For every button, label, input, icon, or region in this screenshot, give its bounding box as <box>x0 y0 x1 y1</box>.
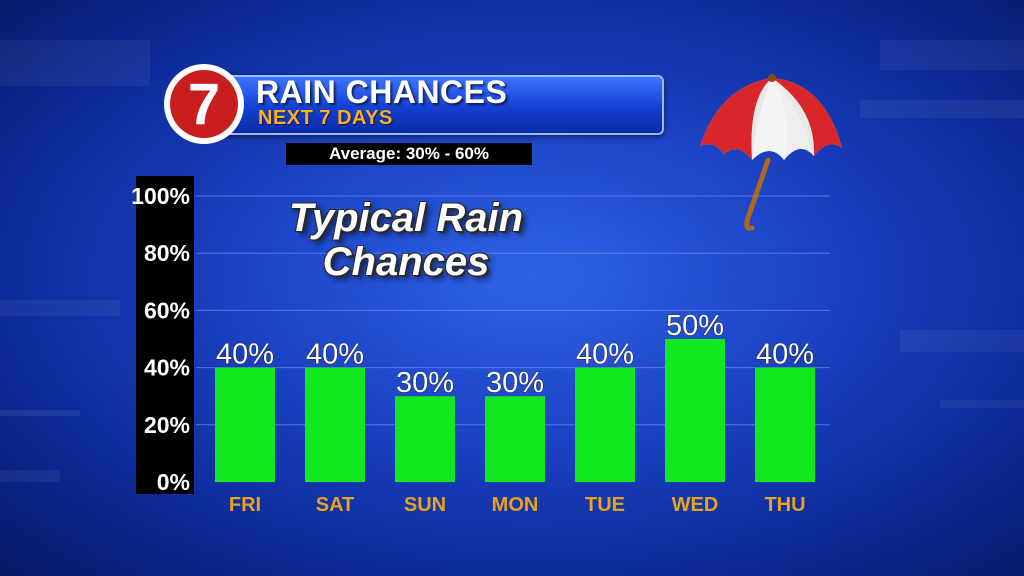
overlay-text: Typical Rain Chances <box>236 196 576 284</box>
logo-text: 7 <box>188 72 220 137</box>
bar <box>575 367 635 482</box>
bar <box>305 367 365 482</box>
y-tick-label: 40% <box>144 355 190 381</box>
bar <box>665 339 725 482</box>
bar-value-label: 40% <box>756 339 814 371</box>
station-logo-icon: 7 <box>164 64 244 144</box>
x-tick-label: MON <box>492 494 539 516</box>
x-tick-label: SAT <box>316 494 355 516</box>
x-tick-label: TUE <box>585 494 625 516</box>
header-banner <box>212 75 664 135</box>
x-axis-labels: FRI SAT SUN MON TUE WED THU <box>229 494 806 516</box>
x-tick-label: SUN <box>404 494 446 516</box>
bar <box>215 367 275 482</box>
bar-value-label: 40% <box>306 339 364 371</box>
bar-value-label: 30% <box>396 367 454 399</box>
bar-value-label: 50% <box>666 310 724 342</box>
bar <box>755 367 815 482</box>
bars <box>215 339 815 482</box>
value-labels: 40% 40% 30% 30% 40% 50% 40% <box>216 310 815 400</box>
chart-subtitle: NEXT 7 DAYS <box>258 107 393 129</box>
bar-value-label: 40% <box>216 339 274 371</box>
overlay-line-2: Chances <box>322 240 490 284</box>
average-label: Average: 30% - 60% <box>286 143 532 165</box>
y-tick-label: 0% <box>157 469 190 495</box>
overlay-line-1: Typical Rain <box>288 196 524 240</box>
y-tick-label: 20% <box>144 412 190 438</box>
y-tick-label: 80% <box>144 240 190 266</box>
y-tick-label: 60% <box>144 297 190 323</box>
y-tick-label: 100% <box>131 183 190 209</box>
bar <box>485 396 545 482</box>
y-axis-panel <box>136 176 194 494</box>
x-tick-label: THU <box>764 494 805 516</box>
x-tick-label: FRI <box>229 494 261 516</box>
chart-title: RAIN CHANCES <box>256 74 508 110</box>
bar <box>395 396 455 482</box>
umbrella-icon <box>700 74 842 231</box>
bar-value-label: 40% <box>576 339 634 371</box>
bar-value-label: 30% <box>486 367 544 399</box>
y-axis-ticks: 0% 20% 40% 60% 80% 100% <box>131 183 190 495</box>
x-tick-label: WED <box>672 494 719 516</box>
